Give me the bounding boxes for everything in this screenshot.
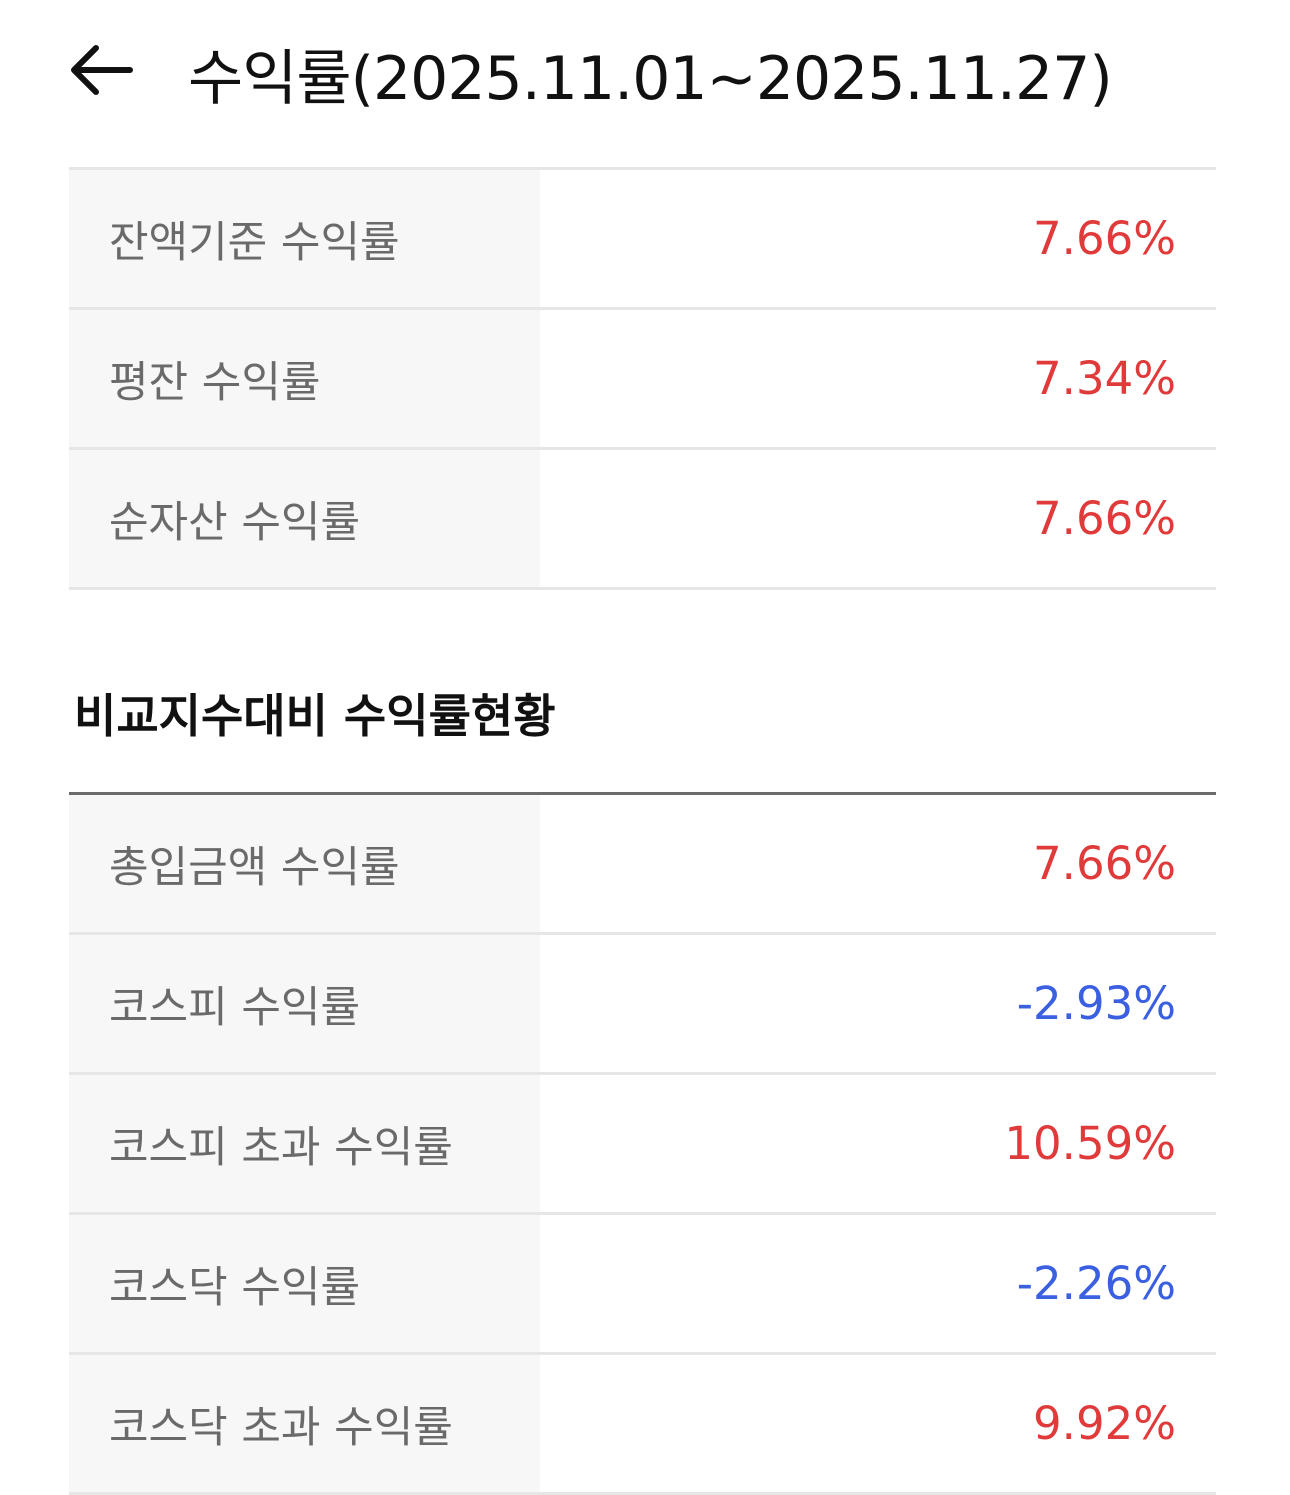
- header: 수익률(2025.11.01~2025.11.27): [0, 0, 1290, 140]
- arrow-left-icon: [71, 45, 133, 95]
- table-row: 코스피 초과 수익률 10.59%: [69, 1075, 1216, 1215]
- comparison-table: 총입금액 수익률 7.66% 코스피 수익률 -2.93% 코스피 초과 수익률 10.5…: [69, 792, 1216, 1495]
- row-label: 코스피 수익률: [69, 935, 540, 1072]
- page-title: 수익률(2025.11.01~2025.11.27): [188, 44, 1113, 114]
- row-label: 잔액기준 수익률: [69, 170, 540, 307]
- table-row: 순자산 수익률 7.66%: [69, 450, 1216, 590]
- back-button[interactable]: [66, 40, 136, 100]
- table-row: 총입금액 수익률 7.66%: [69, 795, 1216, 935]
- row-label: 코스닥 초과 수익률: [69, 1355, 540, 1492]
- row-value: -2.26%: [1016, 1257, 1176, 1310]
- row-label: 코스닥 수익률: [69, 1215, 540, 1352]
- row-value: 10.59%: [1004, 1117, 1176, 1170]
- row-value: 7.66%: [1033, 212, 1176, 265]
- table-row: 코스닥 초과 수익률 9.92%: [69, 1355, 1216, 1495]
- table-row: 잔액기준 수익률 7.66%: [69, 170, 1216, 310]
- table-row: 코스닥 수익률 -2.26%: [69, 1215, 1216, 1355]
- row-value: -2.93%: [1016, 977, 1176, 1030]
- row-label: 순자산 수익률: [69, 450, 540, 587]
- row-label: 총입금액 수익률: [69, 795, 540, 932]
- row-value: 9.92%: [1033, 1397, 1176, 1450]
- row-value: 7.66%: [1033, 492, 1176, 545]
- table-row: 코스피 수익률 -2.93%: [69, 935, 1216, 1075]
- section-title: 비교지수대비 수익률현황: [74, 689, 556, 743]
- table-row: 평잔 수익률 7.34%: [69, 310, 1216, 450]
- summary-table: 잔액기준 수익률 7.66% 평잔 수익률 7.34% 순자산 수익률 7.66%: [69, 167, 1216, 590]
- row-value: 7.34%: [1033, 352, 1176, 405]
- row-label: 평잔 수익률: [69, 310, 540, 447]
- row-value: 7.66%: [1033, 837, 1176, 890]
- row-label: 코스피 초과 수익률: [69, 1075, 540, 1212]
